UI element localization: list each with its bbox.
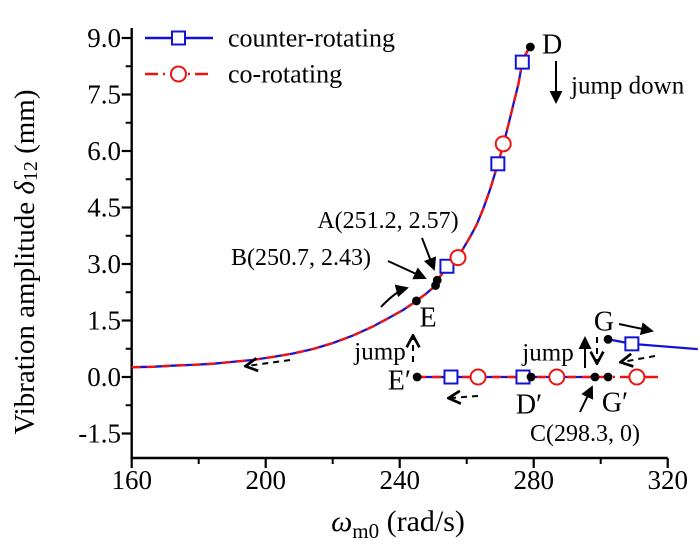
co-rotating-circle-marker <box>469 368 487 386</box>
label-d: D <box>542 30 562 61</box>
legend-circle-marker <box>170 65 187 83</box>
co-rotating-circle-marker <box>548 368 566 386</box>
annotation-texts: A(251.2, 2.57) B(250.7, 2.43) C(298.3, 0) j… <box>231 30 685 448</box>
key-point-E-prime <box>412 372 422 382</box>
jump-up-right-label: jump <box>521 340 573 367</box>
key-point-B <box>431 281 440 290</box>
y-tick-label: 3.0 <box>87 249 121 279</box>
ann-b: B(250.7, 2.43) <box>231 245 371 271</box>
counter-rotating-square-marker <box>490 156 506 172</box>
ann-c-arrow <box>579 385 594 413</box>
key-point-E <box>412 296 421 306</box>
sweep-left-upper-arrow <box>247 360 291 366</box>
g-direction-arrow <box>618 322 654 336</box>
y-tick-label: 7.5 <box>87 79 121 109</box>
label-g: G <box>594 307 614 338</box>
key-point-C <box>590 372 600 382</box>
ann-a: A(251.2, 2.57) <box>317 208 458 234</box>
y-axis-title: Vibration amplitude δ12 (mm) <box>9 89 42 434</box>
counter-rotating-square-marker <box>443 369 459 385</box>
co-rotating-circle-marker <box>628 368 646 386</box>
key-point-G-prime <box>603 372 613 382</box>
sweep-left-g-arrow <box>622 356 656 362</box>
legend-label-counter-rotating: counter-rotating <box>228 24 395 53</box>
co-rotating-circle-marker <box>449 249 467 267</box>
ann-b-arrow <box>387 260 427 280</box>
x-tick-label: 280 <box>513 465 554 495</box>
y-tick-label: 9.0 <box>87 23 121 53</box>
annotation-arrows <box>247 61 656 413</box>
key-point-D <box>525 42 535 52</box>
y-tick-label: 4.5 <box>87 192 121 222</box>
key-point-G <box>603 334 613 344</box>
jump-down-label: jump down <box>570 73 685 100</box>
legend-square-marker <box>171 30 186 46</box>
legend: counter-rotating co-rotating <box>145 24 395 89</box>
x-tick-label: 160 <box>111 465 152 495</box>
key-point-D-prime <box>526 372 536 382</box>
x-tick-label: 240 <box>379 465 420 495</box>
x-axis-title: ωm0 (rad/s) <box>331 505 465 543</box>
label-g-prime: G′ <box>602 388 628 419</box>
y-tick-label: 1.5 <box>87 305 121 335</box>
ann-c: C(298.3, 0) <box>530 421 640 447</box>
y-tick-label: 6.0 <box>87 136 121 166</box>
jump-up-left-label: jump <box>353 339 405 366</box>
e-pointer-arrow <box>380 284 409 308</box>
key-point-dots <box>412 42 613 382</box>
label-d-prime: D′ <box>516 390 542 421</box>
curve-upper-right-counter-rotating <box>607 338 698 351</box>
counter-rotating-square-marker <box>514 54 530 70</box>
counter-rotating-square-marker <box>439 258 455 274</box>
label-e: E <box>419 303 436 334</box>
series-markers <box>439 54 646 386</box>
sweep-left-lower-arrow <box>450 396 479 398</box>
co-rotating-circle-marker <box>494 135 512 153</box>
y-tick-label: 0.0 <box>87 362 121 392</box>
counter-rotating-square-marker <box>624 336 640 352</box>
label-e-prime: E′ <box>388 366 411 397</box>
ann-a-arrow <box>421 237 437 271</box>
x-tick-label: 320 <box>647 465 688 495</box>
legend-label-co-rotating: co-rotating <box>228 60 342 89</box>
axes: 160 200 240 280 320 9.0 7.5 6.0 4.5 3.0 1.5 0.0 -1.5… <box>9 23 688 543</box>
y-tick-label: -1.5 <box>78 419 121 449</box>
x-tick-label: 200 <box>245 465 286 495</box>
